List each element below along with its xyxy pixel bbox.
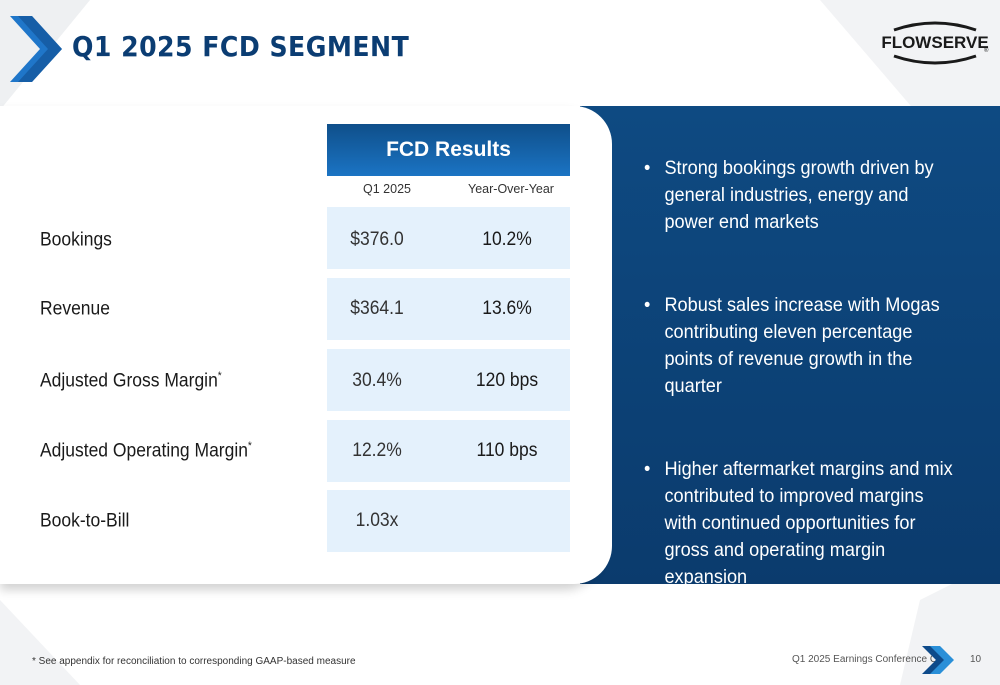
highlights-panel: [580, 106, 1000, 584]
list-item: • Robust sales increase with Mogas contri…: [644, 294, 940, 397]
bullet-icon: •: [644, 294, 651, 316]
column-header-yoy: Year-Over-Year: [468, 182, 554, 196]
logo-text: FLOWSERVE: [881, 33, 988, 52]
table-row: [327, 420, 570, 482]
cell-q1: 1.03x: [355, 510, 399, 531]
cell-q1: 30.4%: [352, 370, 402, 391]
table-row: [327, 278, 570, 340]
bullet-icon: •: [644, 157, 651, 179]
cell-yoy: 13.6%: [482, 298, 532, 319]
footer-chevron-icon: [922, 646, 954, 674]
cell-yoy: 10.2%: [482, 229, 532, 250]
flowserve-logo: FLOWSERVE ®: [881, 21, 989, 65]
cell-q1: 12.2%: [352, 440, 402, 461]
table-row: [327, 490, 570, 552]
row-label: Book-to-Bill: [40, 510, 130, 532]
title-chevron-icon: [10, 16, 62, 82]
column-header-q1: Q1 2025: [363, 182, 411, 196]
cell-q1: $376.0: [350, 229, 404, 250]
bullet-icon: •: [644, 458, 651, 480]
row-label: Bookings: [40, 229, 112, 251]
table-row: [327, 207, 570, 269]
table-row: [327, 349, 570, 411]
results-header: FCD Results: [327, 124, 570, 176]
row-label: Adjusted Gross Margin*: [40, 370, 222, 392]
page-number: 10: [970, 654, 982, 665]
row-label: Adjusted Operating Margin*: [40, 440, 252, 462]
footer-label: Q1 2025 Earnings Conference Call: [792, 654, 948, 665]
list-item: • Higher aftermarket margins and mix cont…: [644, 458, 953, 588]
list-item: • Strong bookings growth driven by genera…: [644, 157, 934, 233]
highlights-list: • Strong bookings growth driven by genera…: [644, 155, 984, 647]
cell-q1: $364.1: [350, 298, 404, 319]
cell-yoy: 110 bps: [476, 440, 538, 461]
page-title: Q1 2025 FCD SEGMENT: [72, 30, 410, 63]
footnote: * See appendix for reconciliation to cor…: [32, 656, 356, 667]
row-label: Revenue: [40, 298, 110, 320]
cell-yoy: 120 bps: [475, 370, 539, 391]
logo-registered-mark: ®: [984, 47, 989, 54]
